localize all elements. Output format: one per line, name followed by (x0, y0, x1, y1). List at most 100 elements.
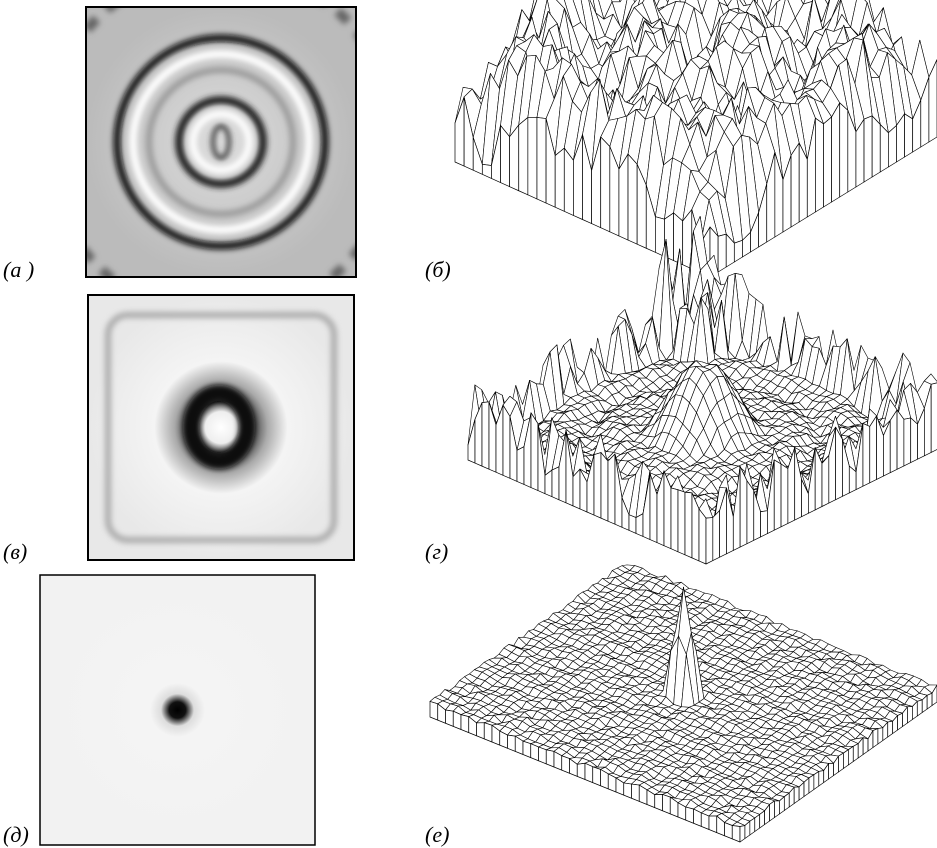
panel-label: (б) (425, 257, 451, 282)
mesh (555, 148, 564, 211)
mesh (836, 427, 843, 500)
mesh (917, 700, 922, 716)
mesh (840, 103, 848, 197)
mesh (636, 514, 643, 537)
mesh (929, 60, 937, 142)
mesh (856, 119, 864, 187)
mesh (774, 460, 781, 530)
panel-label: (а ) (3, 257, 34, 282)
mesh (701, 813, 709, 830)
mesh (848, 746, 853, 765)
mesh (528, 117, 537, 199)
mesh (510, 125, 519, 191)
mesh (601, 137, 610, 232)
mesh (713, 510, 720, 560)
mesh (539, 747, 547, 764)
mesh (686, 807, 694, 823)
image-a (46, 0, 396, 317)
mesh (880, 124, 888, 172)
panel-label: (в) (3, 539, 27, 564)
mesh (573, 469, 580, 509)
mesh (878, 728, 883, 744)
mesh (734, 240, 742, 262)
mesh (777, 317, 791, 371)
mesh (503, 405, 510, 478)
mesh (718, 234, 726, 272)
mesh (517, 447, 524, 485)
mesh (770, 801, 775, 821)
image-v (88, 295, 354, 560)
mesh (453, 711, 461, 729)
mesh (531, 413, 538, 491)
mesh (523, 741, 531, 757)
mesh (740, 826, 745, 842)
mesh (911, 418, 918, 463)
mesh (863, 738, 868, 755)
mesh (905, 114, 913, 157)
mesh (761, 511, 768, 537)
mesh (822, 456, 829, 507)
mesh (628, 154, 637, 244)
mesh (519, 117, 528, 194)
mesh (870, 416, 877, 483)
image-d (40, 575, 315, 845)
mesh (699, 509, 706, 564)
mesh (732, 826, 740, 842)
mesh (537, 117, 546, 203)
mesh (843, 750, 848, 769)
mesh (482, 402, 489, 469)
mesh (897, 410, 904, 469)
mesh (564, 148, 573, 215)
mesh (898, 713, 903, 730)
mesh (832, 103, 840, 202)
mesh (482, 164, 491, 178)
mesh (740, 466, 747, 547)
mesh (446, 710, 454, 726)
mesh (619, 154, 628, 240)
mesh (709, 816, 717, 833)
mesh (890, 410, 897, 473)
mesh (577, 763, 585, 779)
figure: (а ) (б) (в) (г) (д) (е) (0, 0, 937, 848)
mesh (608, 454, 615, 524)
mesh (839, 753, 844, 772)
panel-label: (д) (3, 822, 29, 847)
mesh (864, 116, 872, 182)
panel-label: (г) (425, 539, 448, 564)
mesh (853, 744, 858, 762)
mesh (781, 464, 788, 527)
mesh (461, 715, 469, 733)
mesh (774, 801, 779, 818)
mesh (593, 767, 601, 786)
mesh (601, 453, 608, 522)
mesh (829, 763, 834, 779)
panel-label: (е) (425, 822, 449, 847)
mesh (632, 784, 640, 801)
mesh (747, 481, 754, 544)
mesh (873, 729, 878, 748)
mesh (819, 770, 824, 786)
mesh (907, 706, 912, 723)
mesh (430, 701, 438, 720)
mesh (706, 518, 713, 564)
mesh (750, 818, 755, 835)
mesh (655, 794, 663, 810)
mesh (546, 750, 554, 767)
mesh (904, 418, 911, 466)
mesh (484, 723, 492, 742)
mesh (663, 794, 671, 813)
mesh (863, 423, 870, 486)
mesh (809, 775, 814, 793)
mesh (931, 383, 937, 453)
mesh (927, 693, 932, 709)
mesh (824, 117, 832, 207)
mesh (477, 723, 485, 739)
mesh (531, 744, 539, 761)
mesh (562, 756, 570, 774)
mesh (814, 771, 819, 789)
mesh (671, 488, 678, 552)
mesh (678, 490, 685, 555)
mesh (888, 721, 893, 737)
mesh (508, 735, 516, 751)
mesh (594, 453, 601, 519)
